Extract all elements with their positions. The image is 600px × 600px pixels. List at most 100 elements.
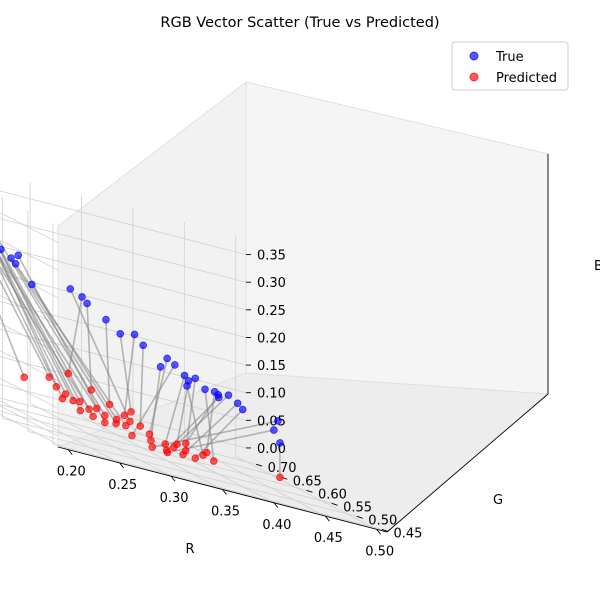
y-axis-line (386, 393, 549, 533)
predicted-point (101, 418, 109, 427)
connector-line (0, 279, 50, 378)
y-axis-label: G (493, 493, 503, 508)
connector-line (164, 375, 186, 445)
true-point (11, 259, 20, 268)
x-tick-mark (324, 515, 330, 522)
connector-line (31, 284, 118, 420)
x-tick-mark (67, 449, 73, 455)
true-point (183, 382, 191, 390)
predicted-point (52, 382, 61, 391)
x-tick-label: 0.30 (160, 491, 189, 506)
chart-title: RGB Vector Scatter (True vs Predicted) (160, 15, 439, 31)
true-point (78, 293, 86, 301)
predicted-point (276, 473, 284, 482)
connector-line (184, 378, 197, 451)
y-grid-floor (2, 417, 332, 504)
x-tick-label: 0.45 (314, 531, 343, 546)
connector-line (119, 333, 132, 412)
connector-line (123, 334, 136, 416)
connector-line (173, 394, 230, 448)
legend-marker-predicted (469, 72, 479, 82)
z-tick-label: 0.10 (257, 387, 286, 402)
true-point (130, 330, 139, 339)
y-tick-mark (331, 502, 338, 506)
connector-line (176, 380, 190, 445)
predicted-point (20, 373, 28, 382)
x-tick-label: 0.40 (262, 518, 291, 533)
x-grid-floor (81, 416, 223, 490)
true-point (7, 254, 15, 262)
x-tick-mark (273, 502, 279, 509)
true-point (238, 405, 247, 414)
predicted-point (161, 440, 170, 448)
y-tick-label: 0.55 (343, 500, 372, 515)
axis-panes (56, 81, 550, 533)
y-grid-floor (27, 430, 357, 517)
true-point (224, 391, 233, 400)
x-tick-label: 0.20 (57, 465, 86, 480)
z-grid-side (0, 377, 59, 409)
y-grid-floor (0, 404, 282, 478)
y-tick-mark (306, 489, 313, 493)
predicted-point (105, 400, 114, 409)
z-grid-back (0, 190, 247, 255)
predicted-point (179, 450, 187, 459)
y-tick-label: 0.45 (393, 526, 422, 541)
y-tick-mark (356, 515, 363, 519)
predicted-point (101, 411, 109, 420)
predicted-point (45, 373, 54, 382)
true-point (274, 417, 282, 425)
z-grid-back (0, 383, 247, 449)
true-point (14, 251, 23, 260)
connector-line (0, 268, 58, 388)
connector-line (150, 366, 162, 441)
predicted-point (126, 417, 134, 426)
predicted-point (112, 415, 121, 424)
y-grid-floor (52, 444, 383, 530)
connector-line (0, 313, 25, 378)
predicted-point (76, 406, 85, 415)
true-point (163, 354, 171, 363)
z-grid-side (0, 405, 59, 437)
connector-line (86, 303, 93, 390)
legend-label-true: True (495, 50, 524, 65)
z-grid-back (0, 218, 247, 283)
connector-line (148, 358, 168, 435)
x-grid-floor (235, 455, 377, 530)
y-tick-label: 0.60 (318, 487, 347, 502)
legend-marker-true (469, 51, 479, 61)
true-point (233, 399, 242, 408)
legend: True Predicted (451, 41, 569, 91)
predicted-point (58, 394, 67, 403)
connector-line (0, 255, 64, 399)
y-tick-mark (381, 528, 389, 532)
z-grid-back (0, 301, 247, 366)
x-axis-label: R (185, 542, 194, 557)
z-axis-label: B (594, 259, 600, 274)
true-point (276, 439, 284, 447)
legend-box (451, 41, 569, 91)
z-grid-side (0, 212, 59, 243)
y-tick-label: 0.50 (368, 513, 397, 528)
z-tick-label: 0.30 (257, 276, 286, 291)
true-point (214, 393, 223, 402)
x-grid-floor (29, 402, 172, 477)
predicted-point (89, 412, 97, 421)
z-grid-side (0, 350, 59, 382)
predicted-point (145, 430, 154, 439)
x-tick-mark (222, 489, 227, 495)
true-point (66, 285, 75, 293)
x-tick-label: 0.25 (108, 478, 137, 493)
z-tick-label: 0.25 (257, 304, 286, 319)
predicted-point (127, 408, 135, 416)
predicted-point (87, 386, 96, 394)
x-tick-mark (170, 475, 176, 482)
x-grid-floor (0, 400, 120, 464)
y-tick-mark (255, 463, 263, 467)
x-tick-label: 0.50 (365, 544, 394, 559)
z-tick-label: 0.15 (257, 359, 286, 374)
y-tick-label: 0.70 (268, 461, 297, 476)
predicted-point (69, 396, 78, 405)
connector-line (182, 402, 239, 456)
